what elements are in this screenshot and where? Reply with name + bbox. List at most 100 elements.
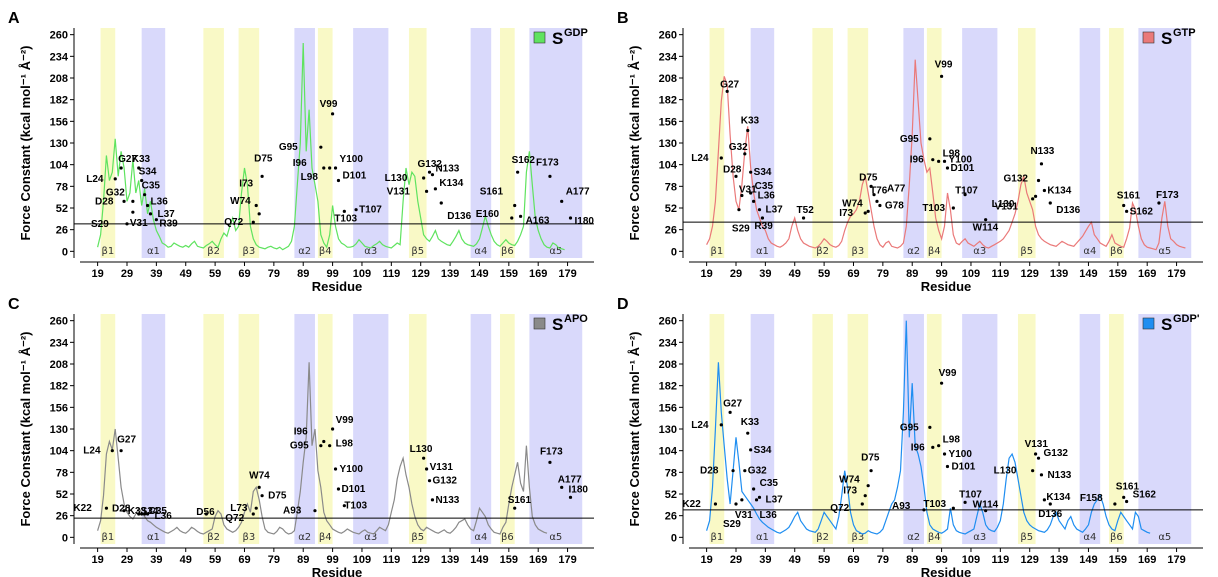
residue-marker: [937, 159, 941, 163]
residue-label: G27: [723, 398, 742, 409]
helix-label: α4: [1083, 246, 1096, 257]
residue-label: T107: [359, 205, 382, 216]
residue-marker: [863, 494, 867, 498]
residue-marker: [328, 166, 332, 170]
x-tick-label: 69: [847, 554, 859, 566]
y-tick-label: 104: [50, 446, 69, 458]
residue-marker: [1048, 502, 1052, 506]
residue-label: L36: [760, 510, 778, 521]
strand-label: β4: [319, 532, 332, 543]
residue-label: I96: [293, 158, 307, 169]
strand-band: [500, 28, 515, 258]
x-tick-label: 39: [759, 554, 771, 566]
force-constant-line: [706, 320, 1151, 535]
y-tick-label: 26: [665, 511, 677, 523]
panel-letter: B: [617, 10, 629, 27]
residue-label: I96: [911, 442, 925, 453]
residue-label: R39: [159, 219, 178, 230]
residue-marker: [860, 502, 864, 506]
x-tick-label: 29: [730, 554, 742, 566]
y-tick-label: 260: [659, 30, 677, 42]
strand-label: β2: [816, 246, 829, 257]
strand-label: β4: [928, 532, 941, 543]
residue-label: C35: [142, 181, 161, 192]
y-tick-label: 52: [56, 203, 68, 215]
residue-label: Y100: [949, 449, 973, 460]
residue-label: A93: [892, 501, 911, 512]
x-tick-label: 99: [935, 554, 947, 566]
residue-label: G95: [290, 441, 309, 452]
y-tick-label: 0: [62, 246, 68, 258]
helix-band: [1079, 314, 1101, 544]
residue-marker: [433, 187, 437, 191]
residue-marker: [510, 216, 514, 220]
residue-label: L130: [994, 466, 1017, 477]
residue-label: V131: [387, 186, 411, 197]
force-constant-line: [706, 59, 1186, 251]
residue-label: S29: [732, 224, 750, 235]
x-tick-label: 79: [877, 554, 889, 566]
residue-marker: [1125, 499, 1129, 504]
y-tick-label: 208: [50, 359, 68, 371]
residue-marker: [424, 467, 429, 471]
residue-label: C35: [760, 478, 779, 489]
residue-marker: [731, 469, 735, 473]
y-tick-label: 26: [56, 225, 68, 237]
residue-marker: [801, 216, 806, 220]
residue-marker: [260, 174, 264, 178]
x-tick-label: 99: [326, 554, 338, 566]
residue-label: L36: [758, 190, 776, 201]
residue-label: N133: [435, 164, 459, 175]
residue-marker: [931, 445, 935, 449]
helix-label: α4: [474, 532, 487, 543]
x-tick-label: 169: [529, 554, 547, 566]
residue-marker: [154, 218, 158, 222]
residue-marker: [1125, 209, 1129, 213]
helix-band: [962, 28, 998, 258]
x-tick-label: 119: [991, 554, 1009, 566]
strand-band: [1017, 314, 1036, 544]
residue-marker: [878, 203, 882, 208]
residue-label: S161: [480, 187, 504, 198]
strand-label: β1: [102, 246, 115, 257]
y-tick-label: 260: [50, 30, 68, 42]
helix-band: [470, 314, 492, 544]
force-constant-line: [97, 42, 565, 251]
residue-marker: [922, 508, 926, 512]
residue-label: G32: [748, 466, 767, 477]
residue-marker: [743, 152, 747, 156]
y-tick-label: 156: [50, 116, 68, 128]
residue-marker: [516, 170, 520, 174]
residue-marker: [963, 193, 967, 197]
strand-band: [408, 314, 427, 544]
strand-band: [812, 314, 833, 544]
y-tick-label: 26: [56, 511, 68, 523]
residue-marker: [568, 495, 573, 499]
residue-label: G95: [279, 142, 298, 153]
strand-label: β2: [207, 532, 220, 543]
residue-label: V131: [430, 462, 454, 473]
residue-marker: [137, 512, 141, 516]
helix-label: α4: [474, 246, 487, 257]
residue-marker: [1113, 502, 1117, 506]
helix-band: [1079, 28, 1101, 258]
residue-label: L73: [230, 503, 248, 514]
y-tick-label: 130: [50, 424, 68, 436]
residue-marker: [319, 444, 323, 448]
strand-band: [709, 314, 725, 544]
x-tick-label: 89: [297, 554, 309, 566]
residue-label: L98: [301, 172, 319, 183]
residue-marker: [869, 469, 873, 473]
residue-label: K22: [73, 503, 92, 514]
helix-label: α1: [147, 532, 160, 543]
residue-label: W74: [249, 470, 270, 481]
residue-label: D75: [268, 491, 287, 502]
x-axis-label: Residue: [312, 565, 363, 577]
residue-marker: [752, 199, 756, 203]
residue-label: D28: [700, 466, 719, 477]
x-tick-label: 59: [209, 554, 221, 566]
legend-label: S: [1161, 29, 1172, 48]
residue-label: K134: [1047, 186, 1071, 197]
residue-marker: [148, 212, 153, 216]
y-tick-label: 182: [50, 95, 68, 107]
